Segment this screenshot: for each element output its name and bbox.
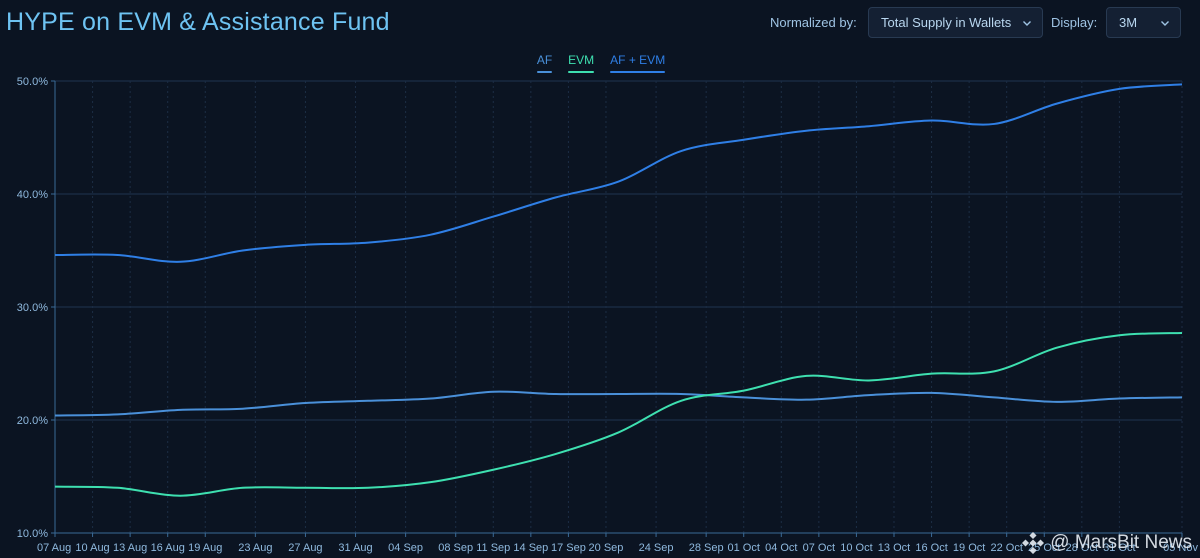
x-tick-label: 16 Oct xyxy=(915,542,947,554)
x-tick-label: 27 Aug xyxy=(288,542,322,554)
series-line-evm xyxy=(54,331,1183,497)
x-tick-label: 23 Aug xyxy=(238,542,272,554)
x-tick-label: 31 Aug xyxy=(338,542,372,554)
chevron-down-icon xyxy=(1023,20,1031,26)
y-tick-label: 40.0% xyxy=(17,189,48,201)
x-tick-label: 19 Aug xyxy=(188,542,222,554)
y-tick-label: 50.0% xyxy=(17,76,48,88)
x-tick-label: 24 Sep xyxy=(639,542,674,554)
x-tick-label: 01 Oct xyxy=(728,542,760,554)
legend-label-af: AF xyxy=(536,53,553,67)
x-tick-label: 07 Oct xyxy=(803,542,835,554)
x-tick-label: 13 Aug xyxy=(113,542,147,554)
series-line-af-evm xyxy=(54,83,1183,263)
display-label: Display: xyxy=(1051,15,1098,30)
legend-label-af-evm: AF + EVM xyxy=(610,53,666,67)
x-tick-label: 22 Oct xyxy=(990,542,1022,554)
x-tick-label: 10 Aug xyxy=(75,542,109,554)
series-line-af xyxy=(54,390,1183,417)
legend-item-af-evm[interactable]: AF + EVM xyxy=(610,53,666,73)
x-tick-label: 11 Sep xyxy=(476,542,510,554)
binance-logo-icon xyxy=(1022,532,1045,554)
x-tick-label: 20 Sep xyxy=(589,542,624,554)
watermark-text: @ MarsBit News xyxy=(1050,532,1192,553)
legend-swatch-af xyxy=(536,71,553,73)
x-tick-label: 28 Oct xyxy=(1066,542,1098,554)
legend-swatch-af-evm xyxy=(610,71,666,73)
display-select[interactable]: 3M xyxy=(1106,7,1181,38)
x-tick-label: 04 Oct xyxy=(765,542,797,554)
display-value: 3M xyxy=(1119,15,1138,30)
x-tick-label: 13 Oct xyxy=(878,542,910,554)
x-tick-label: 07 Aug xyxy=(37,542,71,554)
y-tick-label: 20.0% xyxy=(17,415,48,427)
chart-legend: AF EVM AF + EVM xyxy=(0,53,1200,73)
x-tick-label: 08 Sep xyxy=(438,542,473,554)
watermark: @ MarsBit News xyxy=(1022,532,1192,554)
chevron-down-icon xyxy=(1161,20,1169,26)
legend-item-af[interactable]: AF xyxy=(536,53,553,73)
normalized-by-value: Total Supply in Wallets xyxy=(881,15,1012,30)
page-title: HYPE on EVM & Assistance Fund xyxy=(6,8,390,36)
y-tick-label: 10.0% xyxy=(17,528,48,540)
x-tick-label: 17 Sep xyxy=(551,542,586,554)
legend-label-evm: EVM xyxy=(568,53,595,67)
y-tick-label: 30.0% xyxy=(17,302,48,314)
x-tick-label: 14 Sep xyxy=(513,542,548,554)
x-tick-label: 28 Sep xyxy=(689,542,724,554)
x-tick-label: 10 Oct xyxy=(840,542,872,554)
x-tick-label: 19 Oct xyxy=(953,542,985,554)
legend-swatch-evm xyxy=(568,71,595,73)
legend-item-evm[interactable]: EVM xyxy=(568,53,595,73)
x-tick-label: 05 Nov xyxy=(1163,542,1198,554)
x-tick-label: 31 Oct xyxy=(1103,542,1135,554)
x-tick-label: 16 Aug xyxy=(151,542,185,554)
normalized-by-label: Normalized by: xyxy=(770,15,857,30)
x-tick-label: 04 Sep xyxy=(388,542,423,554)
normalized-by-select[interactable]: Total Supply in Wallets xyxy=(868,7,1043,38)
